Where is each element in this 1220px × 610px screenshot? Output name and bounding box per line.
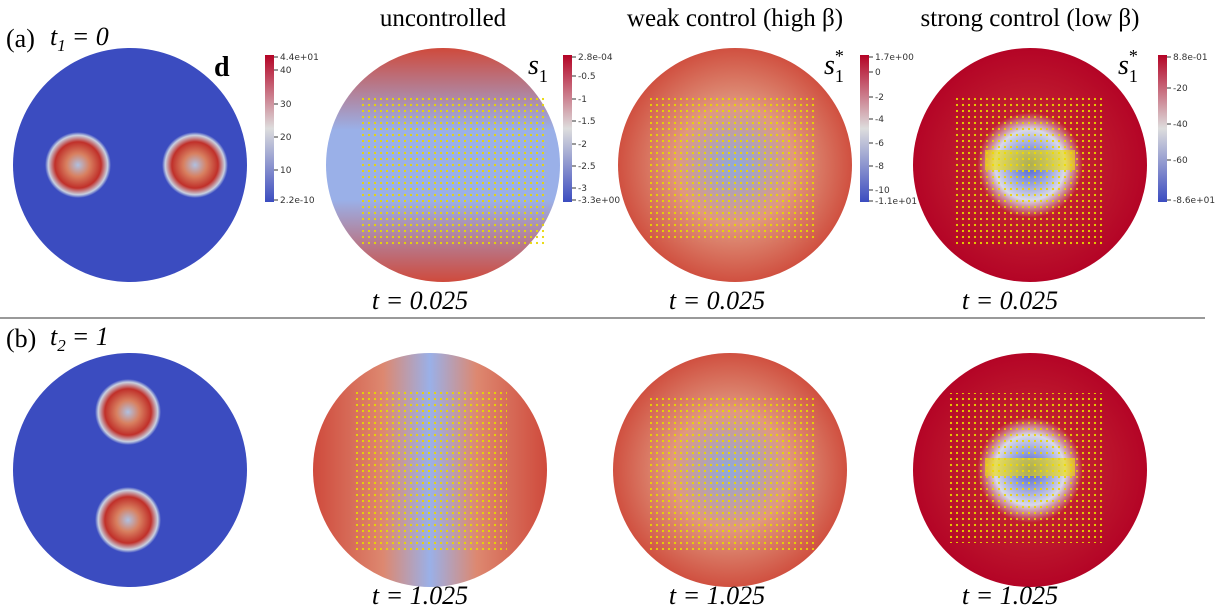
time-sub: 1 xyxy=(57,36,66,55)
colorbar xyxy=(860,55,869,202)
field-sub: 1 xyxy=(835,66,844,86)
time-label: t = 1.025 xyxy=(669,581,765,610)
colorbar-label: 2.8e-04 xyxy=(578,53,613,63)
field-sub: 1 xyxy=(1129,66,1138,86)
field-label: s1 xyxy=(528,50,548,86)
colorbar-label: -1.5 xyxy=(578,117,596,127)
time-eq: = 0 xyxy=(72,22,109,51)
colorbar-label: -6 xyxy=(875,139,884,149)
time-sub: 2 xyxy=(57,336,66,355)
colorbar-label: 1.7e+00 xyxy=(875,53,914,63)
row-label: (a) xyxy=(6,24,35,53)
colorbar-label: -1.1e+01 xyxy=(875,197,917,207)
colorbar-label: 0 xyxy=(875,68,881,78)
colorbar-label: -0.5 xyxy=(578,72,596,82)
colorbar-label: -3 xyxy=(578,184,587,194)
colorbar-label: -10 xyxy=(875,186,890,196)
colorbar-label: 30 xyxy=(280,100,292,110)
row-time: t2= 1 xyxy=(50,322,109,355)
field-name: s xyxy=(1118,50,1129,81)
column-title: uncontrolled xyxy=(380,5,507,32)
time-label: t = 1.025 xyxy=(372,581,468,610)
colorbar-label: -20 xyxy=(1173,84,1188,94)
colorbar-label: -8.6e+01 xyxy=(1173,196,1215,206)
time-label: t = 0.025 xyxy=(962,286,1058,315)
colorbar-label: -2 xyxy=(578,140,587,150)
field-label: d xyxy=(214,52,230,83)
time-label: t = 1.025 xyxy=(962,581,1058,610)
field-sup: * xyxy=(1129,46,1138,66)
time-eq: = 1 xyxy=(72,322,109,351)
colorbar-label: 8.8e-01 xyxy=(1173,53,1208,63)
field-name: s xyxy=(528,50,539,81)
colorbar-label: -60 xyxy=(1173,156,1188,166)
colorbar-label: -2.5 xyxy=(578,162,596,172)
field-label: s*1 xyxy=(824,46,844,86)
time-label: t = 0.025 xyxy=(372,286,468,315)
colorbar-label: -3.3e+00 xyxy=(578,196,620,206)
field-name: s xyxy=(824,50,835,81)
colorbar-label: 20 xyxy=(280,133,292,143)
colorbar-label: 2.2e-10 xyxy=(280,196,315,206)
colorbar-label: -8 xyxy=(875,162,884,172)
field-sub: 1 xyxy=(539,66,548,86)
colorbar-label: 4.4e+01 xyxy=(280,53,319,63)
colorbar-label: -1 xyxy=(578,95,587,105)
colorbar-label: -40 xyxy=(1173,120,1188,130)
colorbar-label: -2 xyxy=(875,93,884,103)
figure: 4.4e+01403020102.2e-102.8e-04-0.5-1-1.5-… xyxy=(0,0,1220,610)
field-sup: * xyxy=(835,46,844,66)
colorbar xyxy=(1158,55,1167,202)
row-time: t1= 0 xyxy=(50,22,109,55)
column-title: weak control (high β) xyxy=(627,5,843,32)
colorbar-label: 10 xyxy=(280,166,292,176)
colorbar-label: 40 xyxy=(280,66,292,76)
field-label: s*1 xyxy=(1118,46,1138,86)
row-label: (b) xyxy=(6,324,36,353)
colorbar xyxy=(563,55,572,202)
time-label: t = 0.025 xyxy=(669,286,765,315)
colorbar-label: -4 xyxy=(875,115,884,125)
column-title: strong control (low β) xyxy=(921,5,1140,32)
colorbar xyxy=(265,55,274,202)
